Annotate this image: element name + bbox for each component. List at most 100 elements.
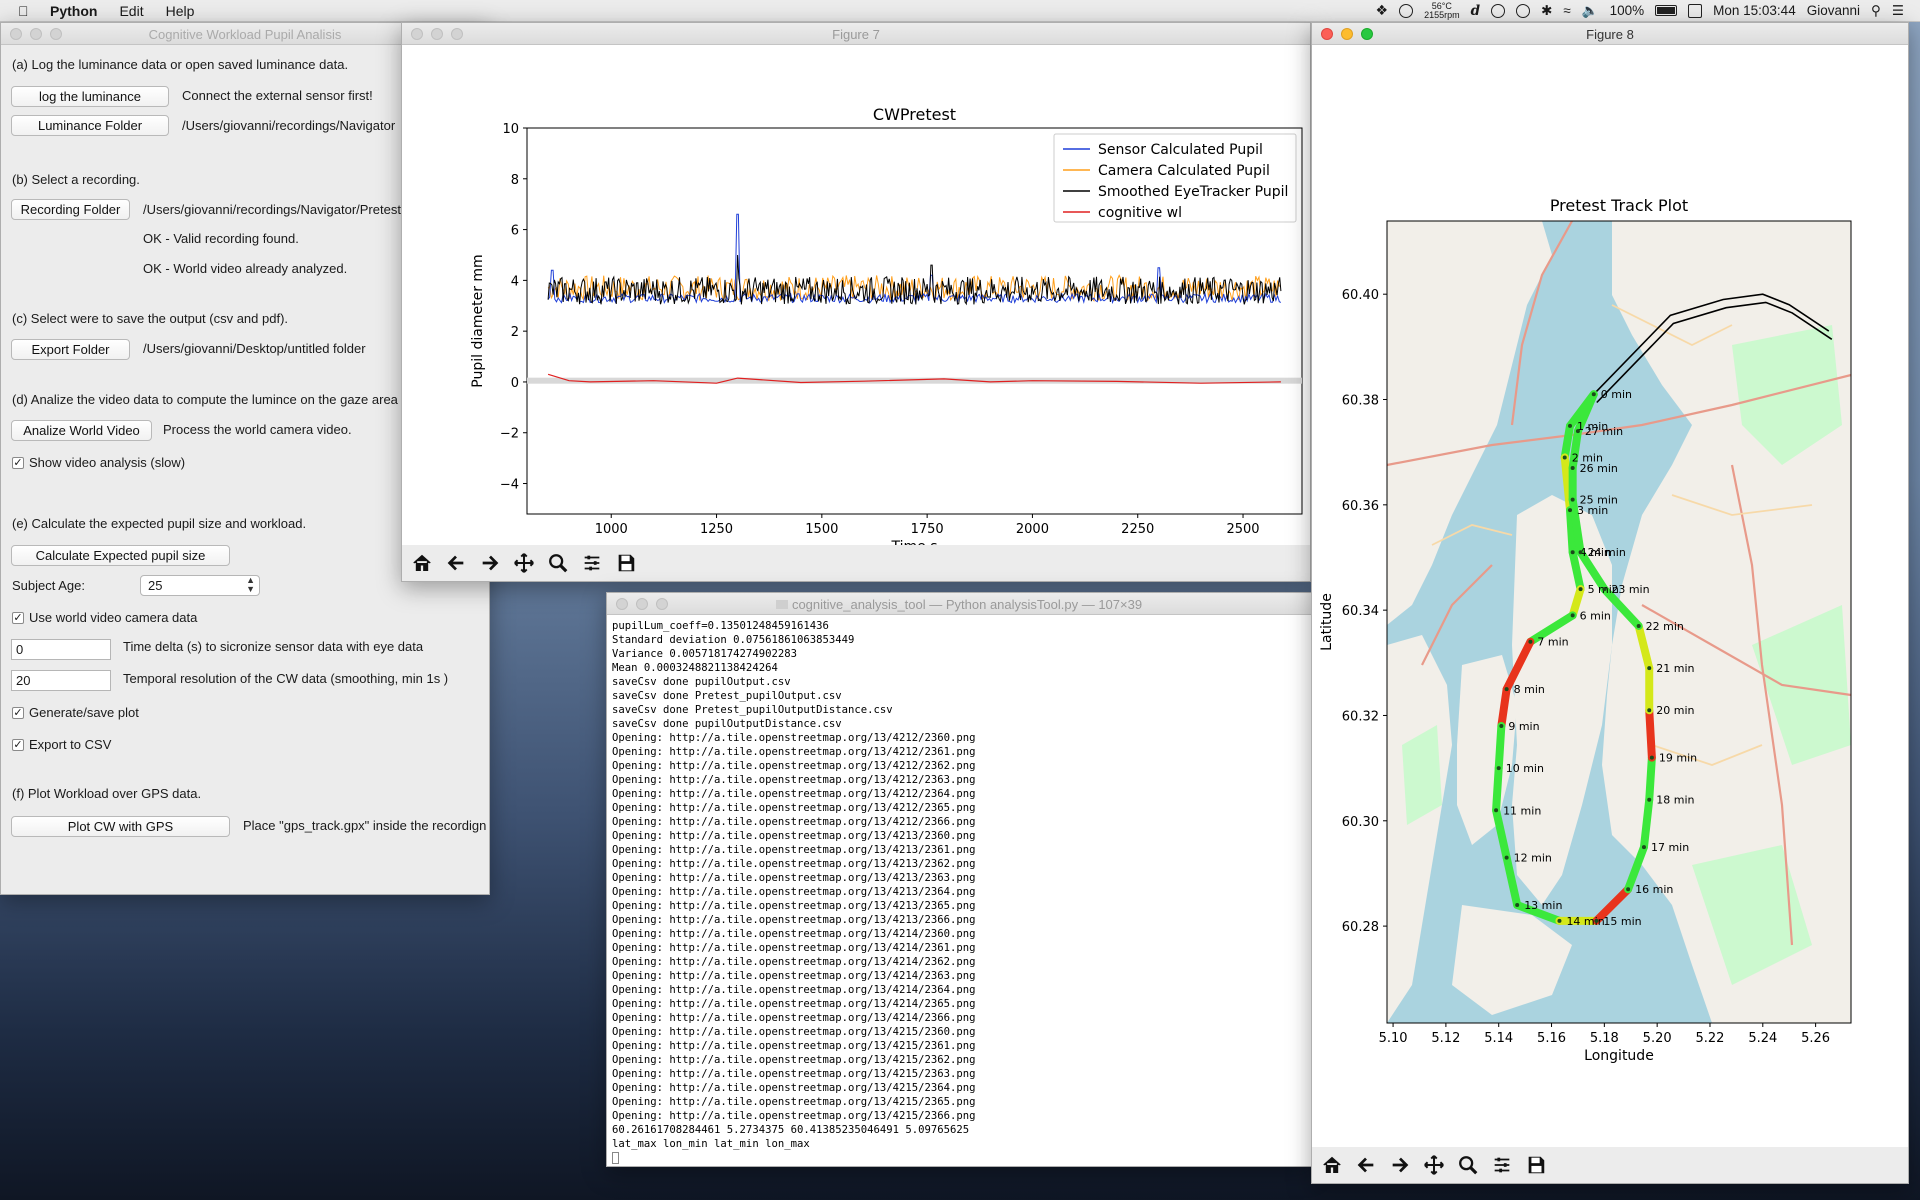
figure7-titlebar[interactable]: Figure 7: [402, 23, 1310, 45]
dash-icon[interactable]: d: [1470, 2, 1481, 19]
track-point: [1562, 455, 1567, 460]
track-point: [1647, 797, 1652, 802]
zoom-tool-button[interactable]: [1452, 1150, 1483, 1181]
map-road: [1386, 373, 1852, 467]
volume-icon[interactable]: 🔈: [1581, 2, 1599, 18]
terminal-line: Opening: http://a.tile.openstreetmap.org…: [612, 774, 976, 786]
zoom-button[interactable]: [451, 27, 463, 40]
figure7-window: Figure 7 1000 1250 1500 1750 2000 2250 2500 −4 −…: [401, 22, 1311, 582]
map-park: [1732, 325, 1842, 465]
x-tick-label: 5.12: [1431, 1031, 1460, 1046]
map-street: [1431, 524, 1513, 546]
terminal-line: Opening: http://a.tile.openstreetmap.org…: [612, 732, 976, 744]
luminance-folder-button[interactable]: Luminance Folder: [11, 115, 169, 136]
analize-world-video-button[interactable]: Analize World Video: [11, 420, 152, 441]
back-arrow-tool-button[interactable]: [440, 548, 471, 579]
calculate-pupil-button[interactable]: Calculate Expected pupil size: [11, 545, 230, 566]
home-tool-button[interactable]: [1316, 1150, 1347, 1181]
age-stepper[interactable]: 25 ▲ ▼: [140, 575, 260, 596]
terminal-line: Opening: http://a.tile.openstreetmap.org…: [612, 746, 976, 758]
terminal-prompt[interactable]: [612, 1151, 976, 1165]
track-segment: [1497, 685, 1511, 731]
clock-app-icon[interactable]: [1399, 3, 1414, 18]
minimize-button[interactable]: [431, 27, 443, 40]
temporal-resolution-label: Temporal resolution of the CW data (smoo…: [123, 671, 449, 686]
keyboard-icon[interactable]: [1688, 3, 1703, 18]
pan-tool-button[interactable]: [508, 548, 539, 579]
battery-percent[interactable]: 100%: [1609, 3, 1645, 18]
zoom-button[interactable]: [1361, 27, 1373, 40]
map-road: [1510, 220, 1573, 426]
track-time-label: 8 min: [1514, 683, 1545, 696]
close-button[interactable]: [10, 27, 22, 40]
terminal-line: Opening: http://a.tile.openstreetmap.org…: [612, 1110, 976, 1122]
terminal-output[interactable]: pupilLum_coeff=0.13501248459161436 Standa…: [612, 619, 976, 1165]
save-tool-button[interactable]: [610, 548, 641, 579]
export-folder-button[interactable]: Export Folder: [11, 339, 130, 360]
apple-icon[interactable]: : [18, 3, 36, 19]
menu-edit[interactable]: Edit: [119, 2, 144, 19]
track-time-label: 10 min: [1506, 762, 1544, 775]
track-segment: [1573, 390, 1598, 436]
wifi-icon[interactable]: ≈: [1563, 3, 1571, 18]
save-tool-button[interactable]: [1520, 1150, 1551, 1181]
home-tool-button[interactable]: [406, 548, 437, 579]
show-video-checkbox[interactable]: ✓ Show video analysis (slow): [12, 455, 185, 470]
menu-help[interactable]: Help: [165, 2, 195, 19]
window-controls: [616, 597, 668, 610]
track-point: [1578, 587, 1583, 592]
stepper-arrows-icon[interactable]: ▲ ▼: [246, 575, 255, 594]
minimize-button[interactable]: [1341, 27, 1353, 40]
terminal-line: Opening: http://a.tile.openstreetmap.org…: [612, 802, 976, 814]
gps-extra-track: [1593, 293, 1830, 395]
y-tick-label: 60.30: [1342, 815, 1379, 830]
battery-icon[interactable]: [1655, 5, 1678, 16]
x-tick-label: 5.18: [1590, 1031, 1619, 1046]
time-machine-icon[interactable]: [1516, 3, 1531, 18]
track-segment: [1592, 885, 1633, 925]
temperature-readout[interactable]: 56°C 2155rpm: [1424, 1, 1460, 20]
y-tick-label: 60.34: [1342, 604, 1379, 619]
terminal-line: Opening: http://a.tile.openstreetmap.org…: [612, 1026, 976, 1038]
track-time-label: 26 min: [1580, 462, 1618, 475]
minimize-button[interactable]: [636, 597, 648, 610]
forward-arrow-tool-button[interactable]: [474, 548, 505, 579]
close-button[interactable]: [411, 27, 423, 40]
use-camera-checkbox[interactable]: ✓ Use world video camera data: [12, 610, 197, 625]
legend-box: [1053, 133, 1297, 223]
close-button[interactable]: [616, 597, 628, 610]
back-arrow-tool-button[interactable]: [1350, 1150, 1381, 1181]
generate-plot-checkbox[interactable]: ✓ Generate/save plot: [12, 705, 139, 720]
notification-center-icon[interactable]: ☰: [1891, 2, 1904, 18]
zoom-button[interactable]: [656, 597, 668, 610]
zoom-button[interactable]: [50, 27, 62, 40]
bluetooth-icon[interactable]: ✱: [1541, 2, 1553, 18]
time-delta-input[interactable]: 0: [11, 639, 111, 660]
configure-tool-button[interactable]: [576, 548, 607, 579]
terminal-titlebar[interactable]: cognitive_analysis_tool — Python analysi…: [607, 593, 1311, 615]
track-time-label: 4 min: [1580, 546, 1611, 559]
configure-tool-button[interactable]: [1486, 1150, 1517, 1181]
spotlight-icon[interactable]: ⚲: [1871, 2, 1881, 18]
zoom-tool-button[interactable]: [542, 548, 573, 579]
log-luminance-button[interactable]: log the luminance: [11, 86, 169, 107]
dropbox-icon[interactable]: ❖: [1375, 2, 1389, 18]
temporal-resolution-input[interactable]: 20: [11, 670, 111, 691]
pan-tool-button[interactable]: [1418, 1150, 1449, 1181]
user-name[interactable]: Giovanni: [1806, 3, 1860, 18]
power-icon[interactable]: [1491, 3, 1506, 18]
save-icon: [1528, 1156, 1544, 1174]
recording-folder-button[interactable]: Recording Folder: [11, 199, 130, 220]
menu-app[interactable]: Python: [50, 2, 98, 19]
export-csv-checkbox[interactable]: ✓ Export to CSV: [12, 737, 111, 752]
minimize-button[interactable]: [30, 27, 42, 40]
track-segment: [1492, 764, 1503, 815]
close-button[interactable]: [1321, 27, 1333, 40]
configure-icon: [584, 555, 599, 571]
terminal-line: Opening: http://a.tile.openstreetmap.org…: [612, 830, 976, 842]
plot-gps-button[interactable]: Plot CW with GPS: [11, 816, 230, 837]
forward-arrow-tool-button[interactable]: [1384, 1150, 1415, 1181]
clock-text[interactable]: Mon 15:03:44: [1713, 3, 1796, 18]
figure8-titlebar[interactable]: Figure 8: [1312, 23, 1908, 45]
